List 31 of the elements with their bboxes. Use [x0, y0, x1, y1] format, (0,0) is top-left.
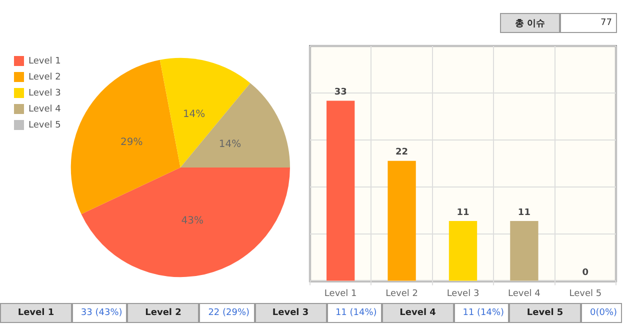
text: 총 이슈 [500, 13, 560, 33]
data-label: 33 [334, 88, 347, 98]
data-label: 0 [582, 268, 589, 278]
legend-label: Level 4 [28, 104, 62, 114]
text: Level 4 [382, 303, 454, 323]
text: Level 5 [509, 303, 582, 323]
data-label: 43% [181, 216, 204, 227]
x-tick-label: Level 5 [569, 288, 602, 299]
data-label: 14% [182, 109, 206, 120]
text: Level 2 [127, 303, 200, 323]
data-label: 22 [396, 148, 408, 158]
data-label: 11 [518, 208, 530, 218]
text: 0(0%) [581, 303, 622, 323]
data-label: 14% [218, 138, 242, 150]
text: 11 (14%) [326, 303, 382, 323]
legend-label: Level 1 [28, 56, 61, 66]
text: 22 (29%) [199, 303, 255, 323]
text: Level 3 [254, 303, 327, 323]
legend-label: Level 5 [28, 120, 61, 130]
x-tick-label: Level 3 [446, 288, 480, 299]
data-label: 29% [120, 137, 143, 148]
x-tick-label: Level 1 [324, 288, 357, 299]
legend-label: Level 2 [28, 72, 61, 82]
text: 33 (43%) [72, 303, 128, 323]
legend-label: Level 3 [28, 88, 61, 98]
x-tick-label: Level 4 [508, 288, 541, 299]
text: Level 1 [0, 303, 72, 323]
data-label: 11 [456, 208, 470, 218]
x-tick-label: Level 2 [386, 288, 418, 299]
text: 11 (14%) [454, 303, 510, 323]
text: 77 [560, 13, 617, 33]
